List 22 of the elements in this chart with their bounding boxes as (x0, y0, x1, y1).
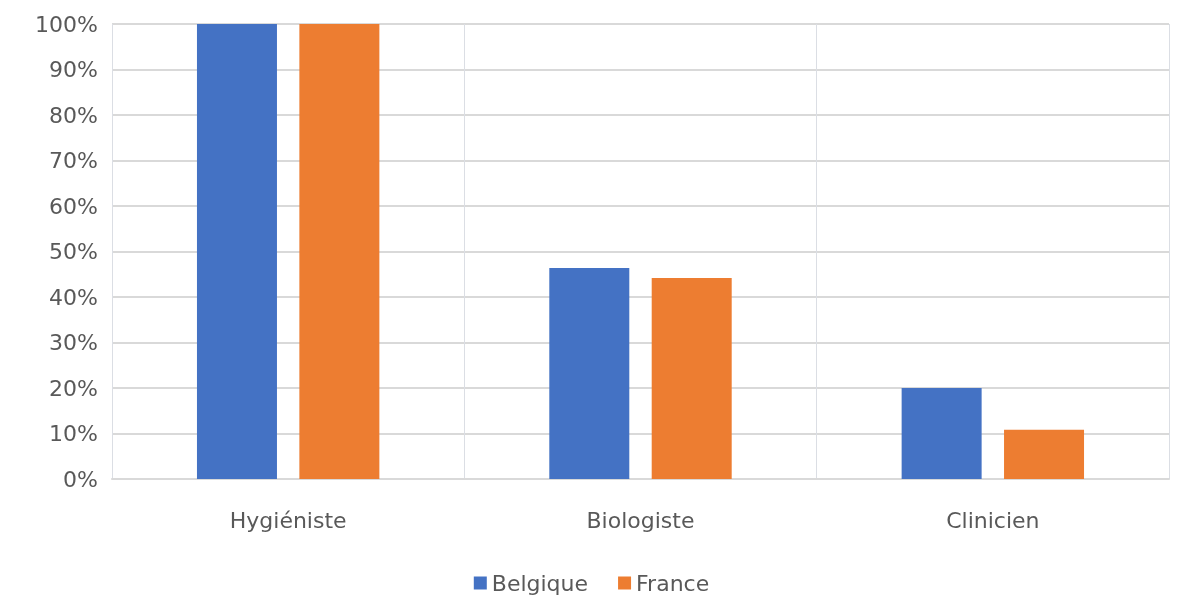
y-tick-label: 90% (49, 57, 98, 82)
x-tick-label: Biologiste (586, 507, 695, 533)
y-tick-label: 50% (49, 239, 98, 264)
y-tick-label: 30% (49, 330, 98, 355)
y-tick-label: 80% (49, 102, 98, 128)
y-tick-label: 70% (49, 148, 98, 173)
x-tick-label: Clinicien (946, 507, 1040, 533)
bar (299, 24, 380, 479)
bar (901, 388, 982, 479)
bar (549, 267, 630, 479)
bar (1004, 429, 1085, 479)
y-tick-label: 100% (35, 11, 98, 37)
x-tick-label: Hygiéniste (229, 507, 347, 533)
bar (651, 277, 732, 479)
y-tick-label: 0% (63, 466, 98, 492)
bar (196, 24, 277, 479)
y-tick-label: 20% (49, 375, 98, 401)
legend-label: Belgique (491, 570, 589, 596)
legend-label: France (636, 570, 710, 596)
y-tick-label: 60% (49, 193, 98, 219)
y-tick-label: 10% (49, 421, 98, 446)
y-tick-label: 40% (49, 284, 98, 310)
